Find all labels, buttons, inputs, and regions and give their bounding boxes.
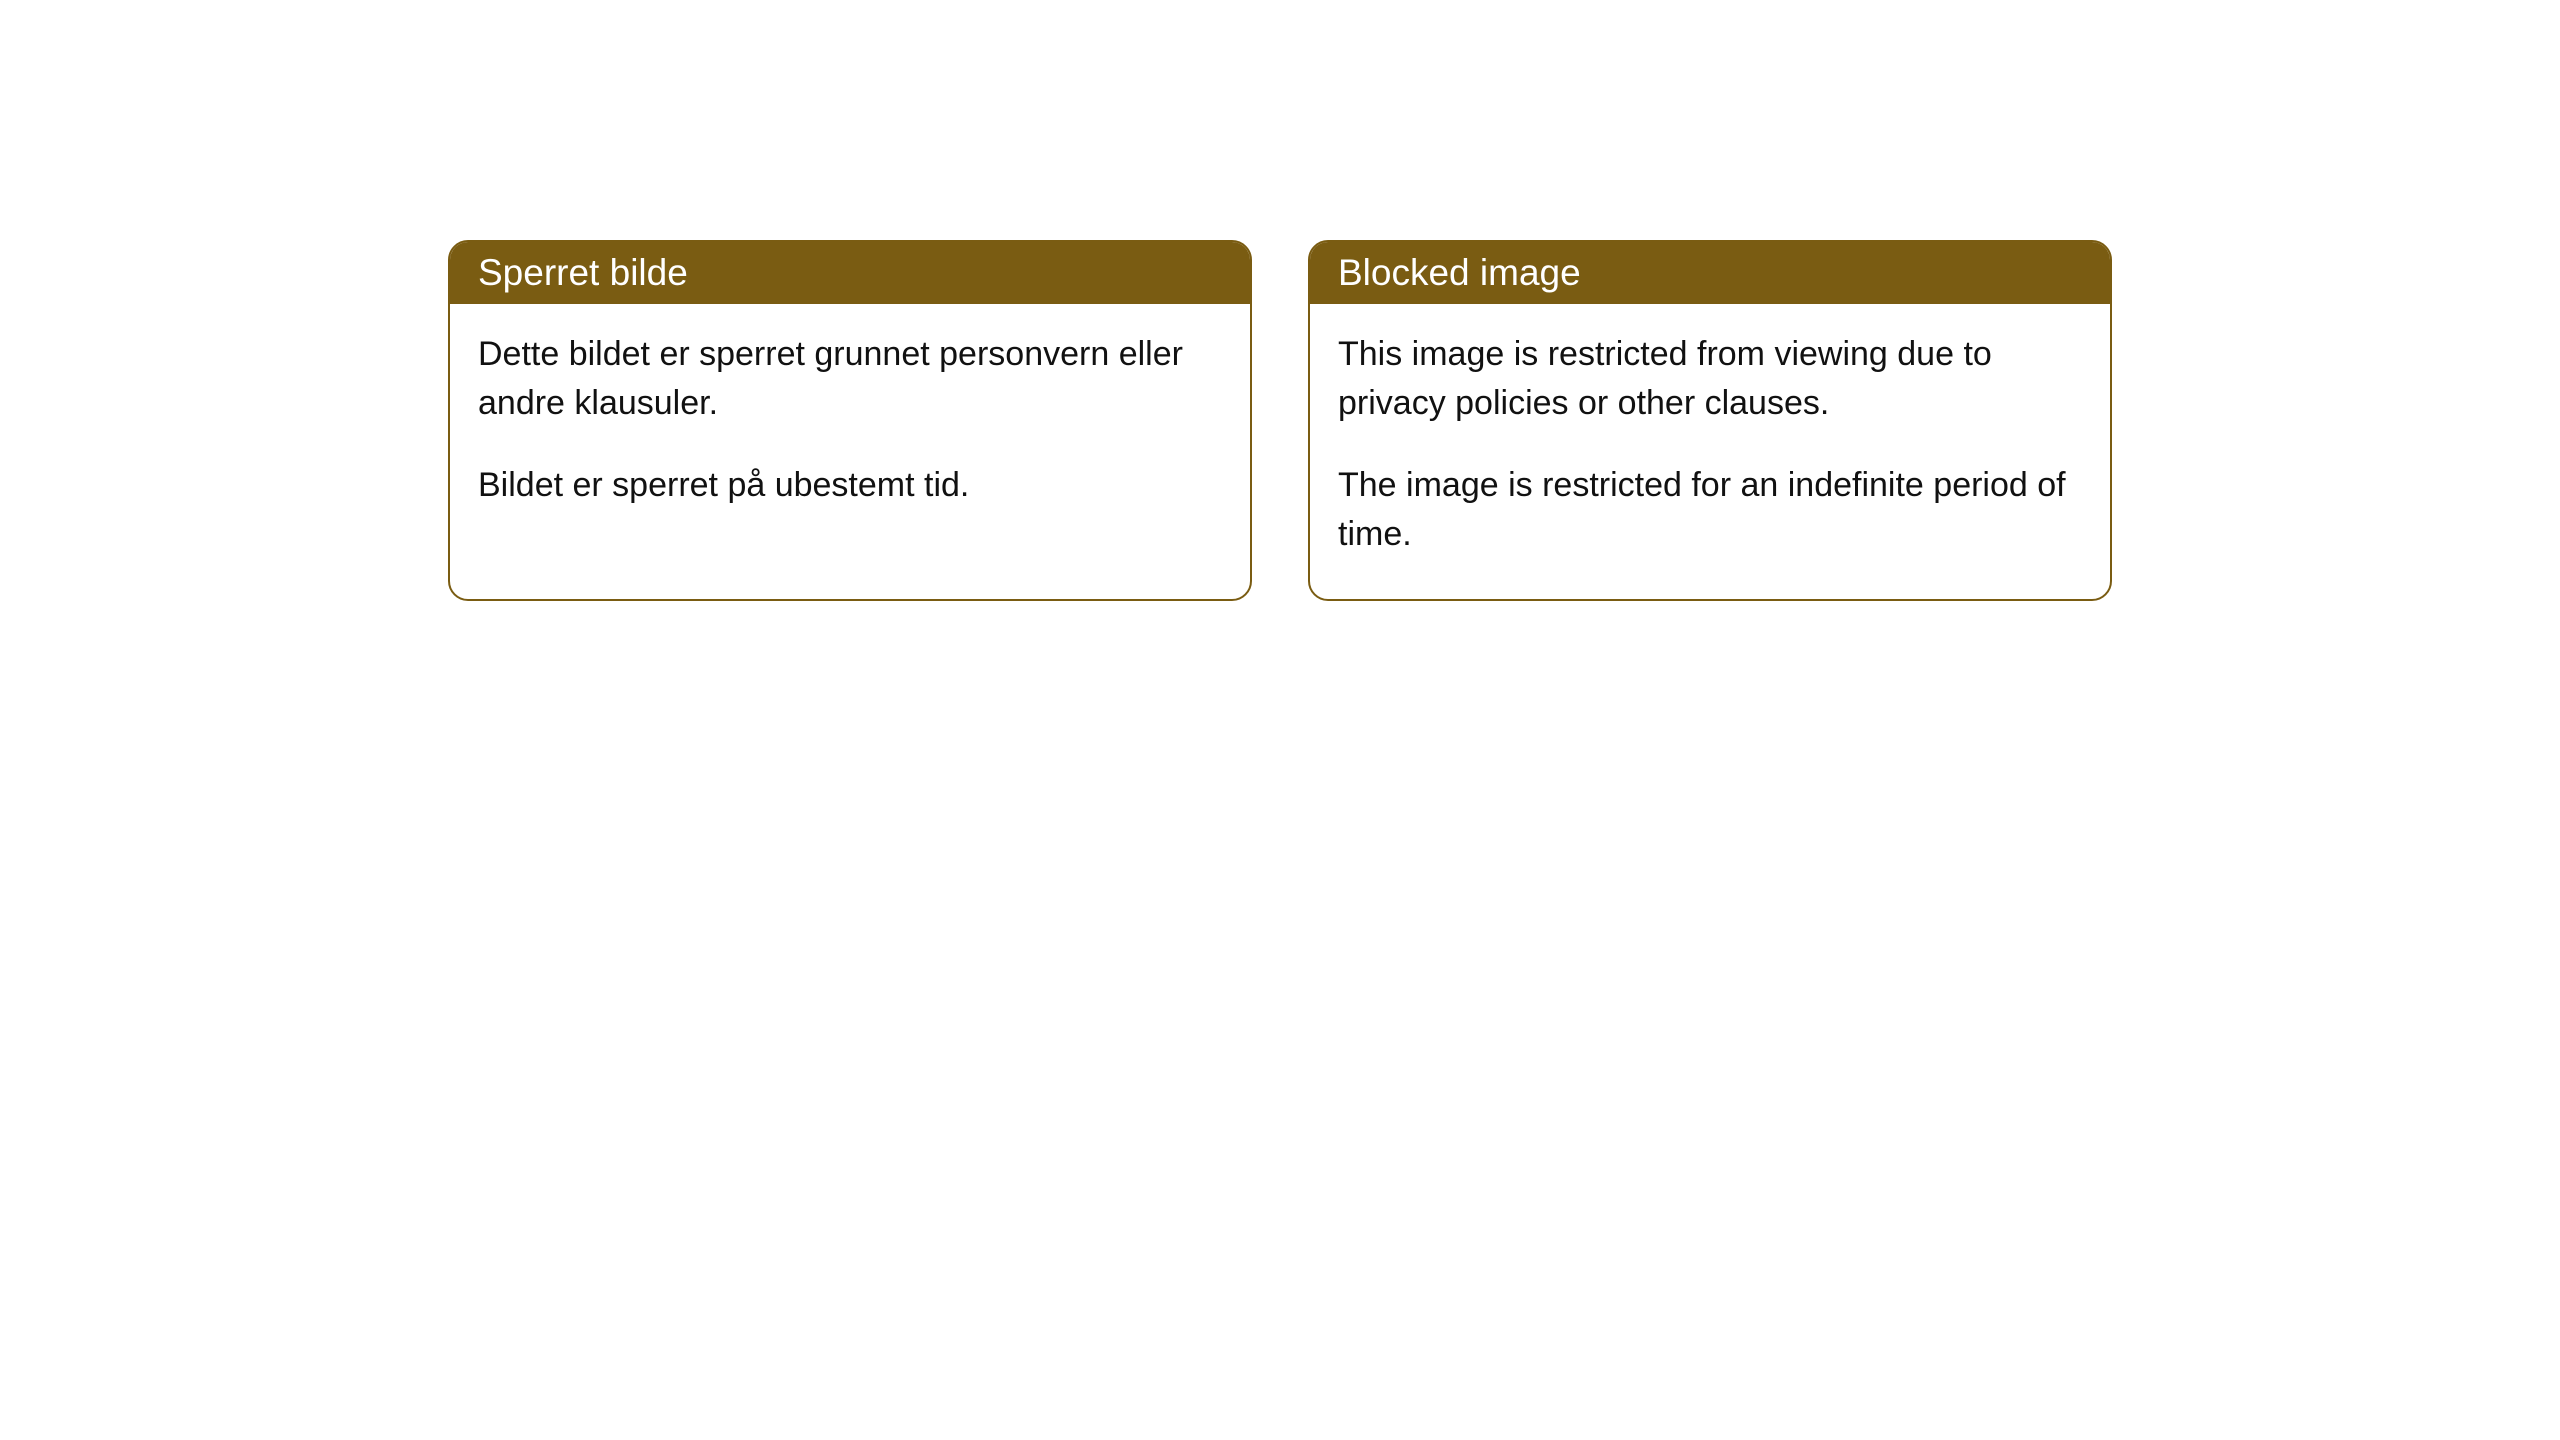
card-paragraph: Bildet er sperret på ubestemt tid. [478,461,1222,510]
card-title: Sperret bilde [478,252,688,293]
card-body: Dette bildet er sperret grunnet personve… [450,304,1250,550]
notice-cards-container: Sperret bilde Dette bildet er sperret gr… [448,240,2560,601]
card-paragraph: The image is restricted for an indefinit… [1338,461,2082,560]
card-header: Blocked image [1310,242,2110,304]
card-paragraph: This image is restricted from viewing du… [1338,330,2082,429]
blocked-image-card-norwegian: Sperret bilde Dette bildet er sperret gr… [448,240,1252,601]
card-paragraph: Dette bildet er sperret grunnet personve… [478,330,1222,429]
card-body: This image is restricted from viewing du… [1310,304,2110,599]
card-header: Sperret bilde [450,242,1250,304]
card-title: Blocked image [1338,252,1581,293]
blocked-image-card-english: Blocked image This image is restricted f… [1308,240,2112,601]
